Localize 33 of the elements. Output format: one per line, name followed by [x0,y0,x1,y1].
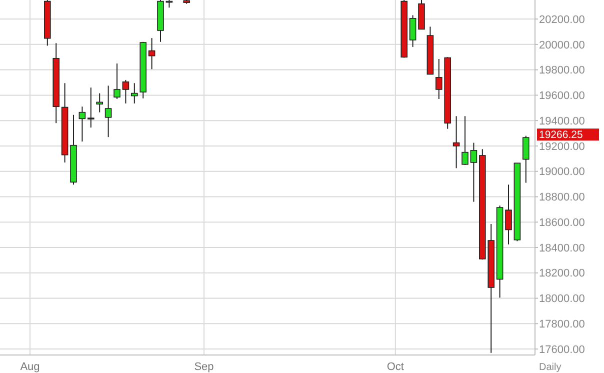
x-tick-label: Sep [194,361,214,373]
y-tick-label: 19000.00 [539,166,585,178]
y-tick-label: 19600.00 [539,90,585,102]
candlestick [505,184,512,245]
candlestick [78,106,86,142]
candlestick [104,85,112,138]
y-tick-label: 17800.00 [539,318,585,330]
y-tick-label: 18200.00 [539,268,585,280]
text: 19266.25 [539,129,583,142]
y-tick-label: 20200.00 [539,14,585,26]
text: Daily [539,362,562,373]
y-tick-label: 20000.00 [539,39,585,52]
y-tick-label: 19400.00 [539,115,585,128]
y-tick-label: 18600.00 [539,216,585,229]
candlestick [122,79,130,104]
y-tick-label: 18000.00 [539,293,585,306]
y-tick-label: 18400.00 [539,242,585,254]
candlestick [470,142,478,202]
candlestick [522,135,530,184]
candlestick [88,87,94,128]
y-tick-label: 19200.00 [539,140,585,153]
candlestick [114,62,120,100]
candlestick [148,38,156,70]
candlestick [452,116,460,169]
candlestick [96,92,103,113]
candlestick [462,116,468,166]
x-tick-label: Oct [386,361,404,373]
y-tick-label: 19800.00 [539,64,585,77]
x-tick-label: Aug [20,361,40,373]
candlestick [131,82,138,104]
y-tick-label: 17600.00 [539,344,585,356]
y-tick-label: 18800.00 [539,192,585,204]
candlestick [409,14,416,48]
